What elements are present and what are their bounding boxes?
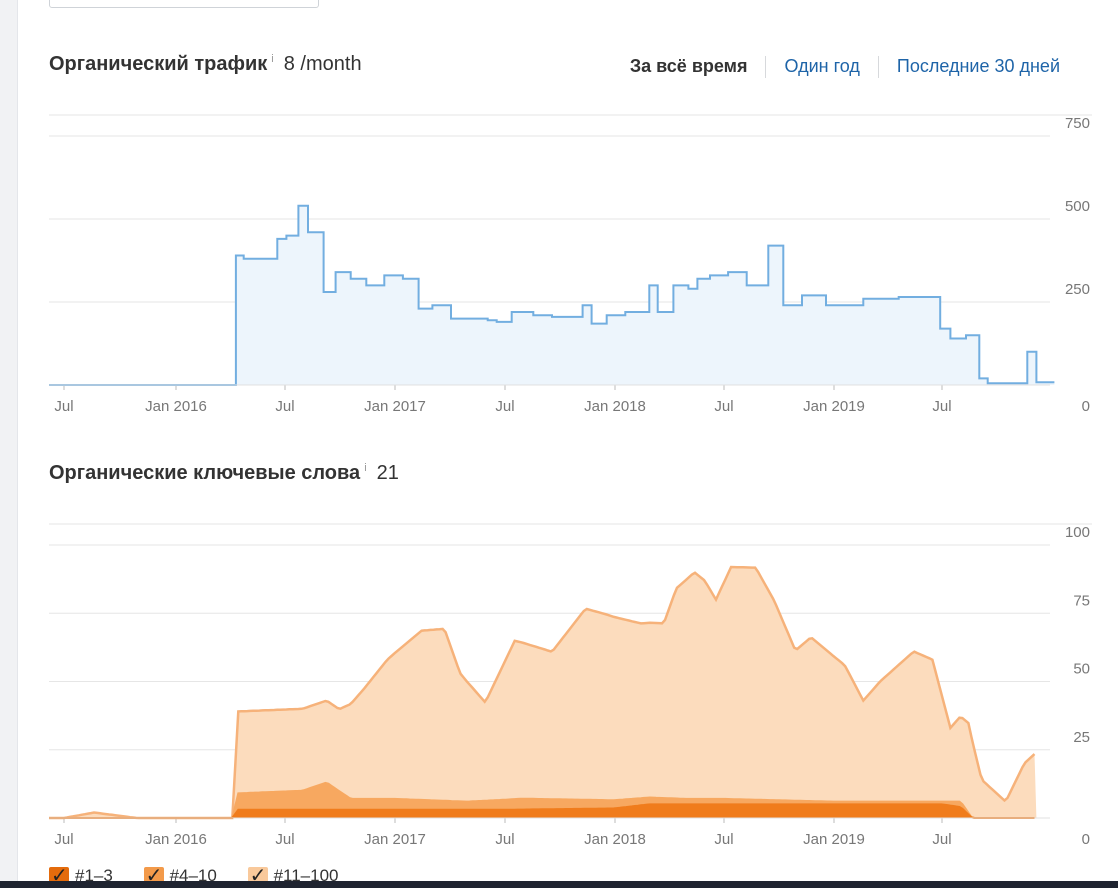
tab-one-year[interactable]: Один год	[784, 56, 860, 76]
keywords-y-tick-label: 100	[1065, 524, 1090, 541]
traffic-title: Органический трафик i 8 /month	[49, 53, 362, 75]
keywords-area-top3	[49, 804, 1037, 818]
keywords-x-tick-label: Jul	[54, 831, 73, 848]
traffic-x-tick-label: Jul	[275, 398, 294, 415]
keywords-x-tick-label: Jul	[932, 831, 951, 848]
keywords-y-tick-label: 50	[1073, 661, 1090, 678]
keywords-value: 21	[376, 462, 399, 484]
keywords-x-tick-label: Jan 2019	[803, 831, 865, 848]
keywords-y-tick-label: 75	[1073, 592, 1090, 609]
traffic-line	[49, 204, 1055, 386]
traffic-y-tick-label: 250	[1065, 281, 1090, 298]
keywords-x-tick-label: Jan 2016	[145, 831, 207, 848]
keywords-x-tick-label: Jul	[275, 831, 294, 848]
keywords-title: Органические ключевые слова i 21	[49, 462, 399, 484]
traffic-x-tick-label: Jul	[932, 398, 951, 415]
bottom-bar	[0, 881, 1118, 888]
tab-all-time[interactable]: За всё время	[629, 56, 748, 76]
traffic-y-tick-label: 750	[1065, 115, 1090, 132]
tab-last-30-days[interactable]: Последние 30 дней	[896, 56, 1060, 76]
keywords-y-tick-label: 25	[1073, 729, 1090, 746]
info-icon[interactable]: i	[271, 53, 274, 66]
keywords-x-tick-label: Jan 2018	[584, 831, 646, 848]
traffic-x-tick-label: Jan 2019	[803, 398, 865, 415]
keywords-x-tick-label: Jul	[495, 831, 514, 848]
traffic-value: 8 /month	[283, 53, 362, 75]
keywords-x-tick-label: Jul	[714, 831, 733, 848]
tab-divider	[877, 56, 879, 79]
range-tabs: За всё время Один год Последние 30 дней	[629, 56, 1060, 79]
top-dropdown[interactable]	[49, 0, 319, 8]
keywords-area-top100	[49, 567, 1037, 818]
traffic-x-tick-label: Jul	[495, 398, 514, 415]
traffic-x-tick-label: Jan 2017	[364, 398, 426, 415]
traffic-x-tick-label: Jan 2016	[145, 398, 207, 415]
traffic-x-tick-label: Jul	[54, 398, 73, 415]
traffic-y-tick-label: 0	[1082, 398, 1090, 415]
keywords-y-tick-label: 0	[1082, 831, 1090, 848]
info-icon[interactable]: i	[364, 462, 367, 475]
traffic-x-tick-label: Jul	[714, 398, 733, 415]
left-sidebar-edge	[0, 0, 18, 888]
traffic-y-tick-label: 500	[1065, 198, 1090, 215]
traffic-x-tick-label: Jan 2018	[584, 398, 646, 415]
keywords-x-tick-label: Jan 2017	[364, 831, 426, 848]
tab-divider	[765, 56, 767, 79]
traffic-area	[49, 205, 1055, 385]
